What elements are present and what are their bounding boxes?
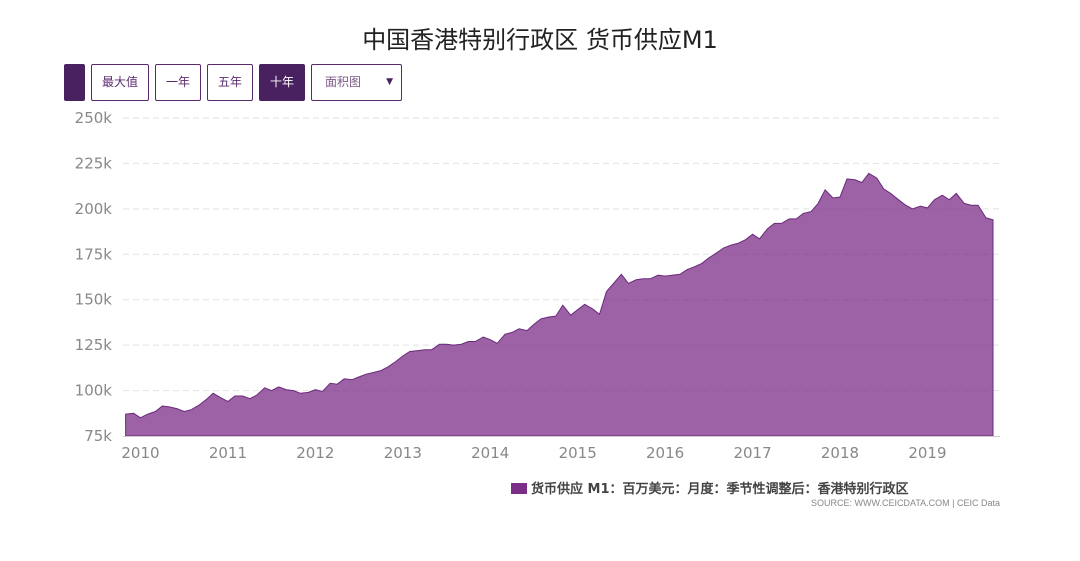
range-button-blank[interactable] — [64, 64, 85, 101]
x-tick-label: 2013 — [384, 444, 422, 462]
y-tick-label: 75k — [84, 427, 112, 445]
range-button-10y[interactable]: 十年 — [259, 64, 305, 101]
chart-type-select-value: 面积图 — [325, 75, 362, 89]
x-tick-label: 2019 — [908, 444, 946, 462]
x-tick-label: 2016 — [646, 444, 684, 462]
x-tick-label: 2018 — [821, 444, 859, 462]
y-tick-label: 150k — [75, 291, 113, 309]
legend[interactable]: 货币供应 M1：百万美元：月度：季节性调整后：香港特别行政区 — [511, 478, 909, 497]
y-tick-label: 225k — [75, 154, 113, 172]
chevron-down-icon: ▼ — [386, 77, 393, 87]
legend-label: 货币供应 M1：百万美元：月度：季节性调整后：香港特别行政区 — [531, 482, 909, 497]
x-tick-label: 2010 — [121, 444, 159, 462]
range-button-max[interactable]: 最大值 — [91, 64, 149, 101]
y-tick-label: 250k — [75, 109, 113, 127]
x-tick-label: 2011 — [209, 444, 247, 462]
y-tick-label: 200k — [75, 200, 113, 218]
chart-type-select[interactable]: 面积图 ▼ — [311, 64, 402, 101]
x-tick-label: 2017 — [733, 444, 771, 462]
x-tick-label: 2015 — [559, 444, 597, 462]
y-tick-label: 125k — [75, 336, 113, 354]
x-tick-label: 2014 — [471, 444, 509, 462]
legend-swatch — [511, 483, 527, 494]
range-button-5y[interactable]: 五年 — [207, 64, 253, 101]
y-tick-label: 175k — [75, 245, 113, 263]
x-tick-label: 2012 — [296, 444, 334, 462]
series-area — [125, 172, 994, 437]
range-button-1y[interactable]: 一年 — [155, 64, 201, 101]
source-note: SOURCE: WWW.CEICDATA.COM | CEIC Data — [810, 498, 1000, 508]
chart-title: 中国香港特别行政区 货币供应M1 — [362, 26, 718, 54]
y-tick-label: 100k — [75, 382, 113, 400]
